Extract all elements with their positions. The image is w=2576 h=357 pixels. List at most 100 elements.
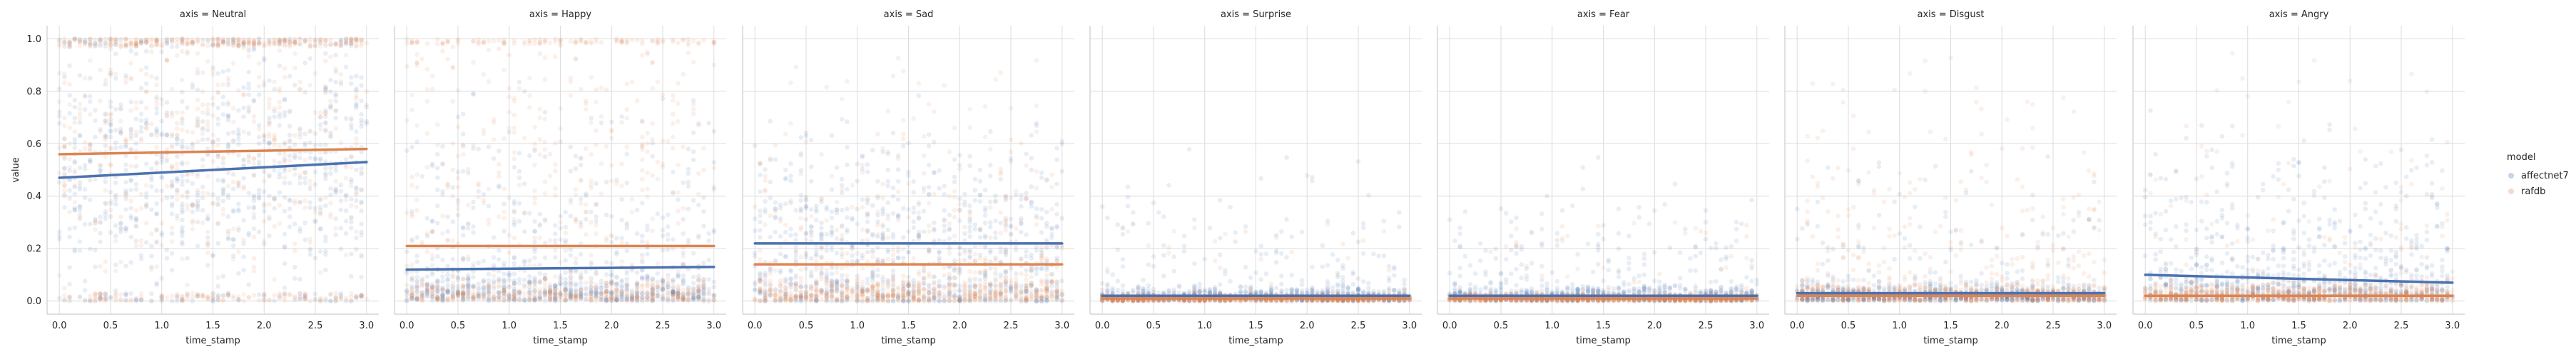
data-point-affectnet7 — [277, 63, 282, 69]
data-point-rafdb — [123, 191, 128, 196]
data-point-affectnet7 — [793, 232, 798, 237]
data-point-affectnet7 — [788, 178, 793, 183]
data-point-affectnet7 — [696, 202, 701, 208]
data-point-rafdb — [691, 293, 696, 298]
data-point-rafdb — [123, 44, 128, 49]
data-point-affectnet7 — [824, 204, 829, 210]
data-point-affectnet7 — [870, 203, 875, 208]
data-point-rafdb — [133, 296, 139, 301]
data-point-affectnet7 — [778, 297, 783, 303]
data-point-affectnet7 — [1034, 121, 1039, 126]
data-point-rafdb — [573, 187, 579, 192]
data-point-affectnet7 — [671, 288, 676, 294]
data-point-affectnet7 — [108, 129, 113, 134]
data-point-rafdb — [169, 166, 175, 171]
data-point-rafdb — [901, 131, 906, 136]
data-point-affectnet7 — [798, 208, 804, 214]
data-point-rafdb — [282, 175, 287, 180]
data-point-affectnet7 — [609, 273, 614, 278]
data-point-affectnet7 — [1054, 201, 1059, 207]
data-point-rafdb — [72, 120, 78, 125]
data-point-affectnet7 — [982, 233, 988, 238]
data-point-rafdb — [497, 295, 502, 300]
data-point-rafdb — [230, 256, 236, 262]
data-point-rafdb — [190, 203, 195, 208]
data-point-rafdb — [128, 126, 133, 132]
data-point-affectnet7 — [220, 191, 226, 197]
data-point-rafdb — [292, 293, 297, 299]
data-point-affectnet7 — [256, 40, 262, 45]
data-point-affectnet7 — [241, 268, 246, 273]
data-point-affectnet7 — [440, 296, 445, 301]
data-point-affectnet7 — [450, 291, 456, 296]
data-point-affectnet7 — [793, 249, 798, 254]
data-point-affectnet7 — [292, 276, 297, 281]
data-point-affectnet7 — [267, 78, 272, 84]
data-point-rafdb — [696, 235, 701, 241]
data-point-rafdb — [558, 220, 563, 225]
data-point-rafdb — [328, 54, 333, 60]
data-point-rafdb — [532, 292, 537, 298]
data-point-affectnet7 — [895, 178, 901, 184]
data-point-affectnet7 — [553, 291, 558, 297]
data-point-rafdb — [419, 293, 425, 298]
data-point-affectnet7 — [1049, 271, 1054, 277]
data-point-affectnet7 — [108, 134, 113, 140]
data-point-affectnet7 — [967, 228, 972, 234]
data-point-affectnet7 — [650, 291, 655, 297]
data-point-affectnet7 — [926, 192, 932, 197]
data-point-rafdb — [88, 43, 93, 49]
data-point-affectnet7 — [210, 65, 215, 70]
data-point-affectnet7 — [185, 178, 190, 183]
data-point-rafdb — [527, 296, 532, 302]
data-point-rafdb — [614, 296, 619, 301]
data-point-affectnet7 — [993, 278, 998, 283]
data-point-rafdb — [532, 41, 537, 46]
data-point-rafdb — [180, 127, 185, 133]
data-point-rafdb — [537, 51, 543, 56]
data-point-affectnet7 — [793, 257, 798, 262]
data-point-affectnet7 — [230, 186, 236, 191]
data-point-rafdb — [210, 36, 215, 42]
data-point-rafdb — [215, 82, 221, 88]
data-point-affectnet7 — [180, 241, 185, 247]
data-point-rafdb — [629, 196, 635, 202]
data-point-affectnet7 — [609, 213, 614, 219]
data-point-affectnet7 — [481, 291, 487, 296]
data-point-rafdb — [267, 202, 272, 207]
data-point-rafdb — [128, 75, 133, 81]
data-point-rafdb — [185, 49, 190, 54]
data-point-affectnet7 — [522, 277, 527, 283]
data-point-rafdb — [578, 293, 584, 298]
data-point-rafdb — [93, 37, 98, 43]
data-point-rafdb — [272, 137, 277, 143]
data-point-rafdb — [220, 293, 226, 298]
data-point-rafdb — [195, 66, 200, 72]
data-point-rafdb — [578, 222, 584, 228]
data-point-affectnet7 — [547, 285, 553, 291]
data-point-rafdb — [414, 296, 419, 301]
data-point-affectnet7 — [758, 298, 763, 303]
data-point-rafdb — [553, 296, 558, 301]
data-point-affectnet7 — [937, 298, 942, 303]
data-point-affectnet7 — [312, 169, 318, 175]
data-point-affectnet7 — [1034, 267, 1039, 273]
data-point-affectnet7 — [93, 41, 98, 46]
data-point-affectnet7 — [604, 289, 609, 294]
data-point-affectnet7 — [359, 75, 364, 80]
data-point-rafdb — [522, 136, 527, 141]
data-point-affectnet7 — [793, 253, 798, 258]
data-point-rafdb — [993, 266, 998, 271]
data-point-affectnet7 — [752, 251, 758, 256]
data-point-rafdb — [435, 296, 440, 301]
data-point-rafdb — [752, 204, 758, 210]
data-point-rafdb — [522, 210, 527, 216]
data-point-affectnet7 — [272, 298, 277, 303]
data-point-affectnet7 — [195, 291, 200, 297]
data-point-rafdb — [328, 103, 333, 109]
data-point-rafdb — [113, 238, 118, 244]
data-point-affectnet7 — [343, 218, 349, 224]
data-point-rafdb — [445, 237, 450, 243]
data-point-affectnet7 — [885, 249, 891, 255]
data-point-rafdb — [241, 40, 246, 45]
